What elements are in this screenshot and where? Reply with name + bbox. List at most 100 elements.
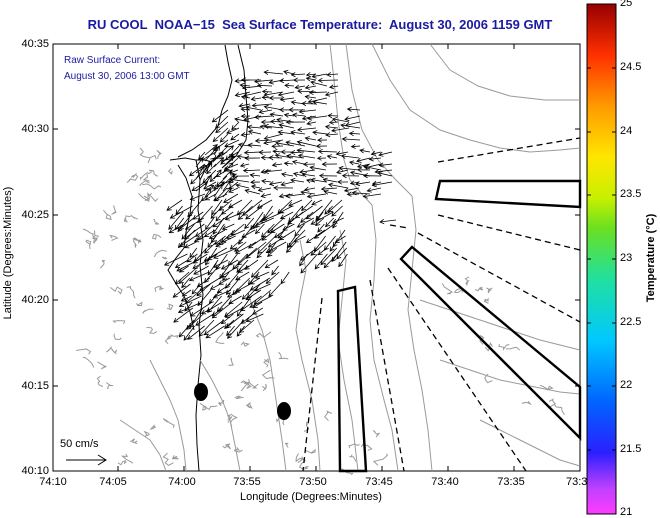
current-arrow <box>173 307 194 323</box>
current-arrow <box>178 295 202 307</box>
current-arrow <box>306 193 327 199</box>
current-arrow <box>293 235 306 243</box>
current-arrow <box>267 247 278 257</box>
current-arrow <box>239 162 250 168</box>
current-arrow <box>223 193 239 203</box>
current-arrow <box>285 193 305 199</box>
current-arrow <box>366 187 382 193</box>
current-arrow <box>322 177 338 183</box>
current-arrow <box>237 142 251 148</box>
colorbar-tick-label: 22.5 <box>620 316 642 328</box>
axis-ticks <box>52 3 616 515</box>
current-arrow <box>168 211 184 230</box>
current-arrow <box>268 95 283 101</box>
current-arrow <box>250 184 261 190</box>
x-tick-label: 73:3 <box>566 476 588 488</box>
y-axis-label: Latitude (Degrees:Minutes) <box>2 186 14 320</box>
current-arrow <box>267 235 286 248</box>
current-arrow <box>268 181 283 187</box>
current-arrow <box>256 82 273 89</box>
current-arrow <box>317 148 338 155</box>
current-arrow <box>242 168 261 174</box>
current-arrow <box>258 149 272 155</box>
y-tick-label: 40:10 <box>21 465 49 477</box>
current-arrow <box>245 105 262 111</box>
current-arrow <box>306 115 328 121</box>
current-arrow <box>310 211 334 225</box>
current-arrow <box>323 253 338 269</box>
current-arrow <box>341 136 361 142</box>
current-arrow <box>191 283 201 295</box>
current-arrow <box>228 295 242 305</box>
current-arrow <box>301 172 316 178</box>
current-arrow <box>215 241 227 248</box>
current-arrow <box>189 247 198 259</box>
current-arrow <box>236 295 252 317</box>
current-arrow <box>261 178 272 184</box>
current-arrow <box>283 112 295 118</box>
current-arrow <box>213 157 225 168</box>
current-arrow <box>278 193 294 199</box>
current-arrow <box>238 102 251 108</box>
current-arrow <box>235 183 250 189</box>
current-arrow <box>280 172 294 178</box>
current-arrow <box>331 205 343 217</box>
current-arrow <box>277 91 295 97</box>
current-arrow <box>226 325 235 337</box>
current-arrow <box>239 82 251 88</box>
y-tick-label: 40:20 <box>21 294 49 306</box>
current-arrow <box>356 157 371 163</box>
current-arrow <box>190 169 206 185</box>
current-arrow <box>279 96 295 102</box>
current-arrow <box>245 241 267 259</box>
current-arrow <box>346 106 361 112</box>
current-arrow <box>263 168 283 174</box>
colorbar-label: Temperature (°C) <box>645 213 657 303</box>
current-arrow <box>349 180 360 186</box>
current-arrow <box>299 169 316 175</box>
current-arrow <box>246 124 262 130</box>
current-arrow <box>195 313 214 326</box>
current-arrow <box>222 169 233 180</box>
current-arrow <box>237 247 258 266</box>
current-arrow <box>263 69 284 76</box>
current-arrow <box>343 187 360 193</box>
current-arrow <box>280 181 294 187</box>
current-arrow <box>263 133 284 141</box>
current-arrow <box>225 313 244 329</box>
colorbar-tick-label: 21.5 <box>620 443 642 455</box>
current-arrow <box>278 123 295 129</box>
current-arrow <box>211 307 224 317</box>
plot-frame <box>52 43 581 472</box>
current-arrow <box>222 180 231 192</box>
current-arrow <box>251 102 273 108</box>
current-arrow <box>290 130 306 136</box>
current-arrow <box>175 205 183 215</box>
current-arrow <box>271 143 284 149</box>
current-arrow <box>188 271 210 282</box>
current-arrow <box>211 109 229 123</box>
colorbar-tick-label: 23 <box>620 252 633 264</box>
current-arrow <box>218 199 233 211</box>
current-arrow <box>204 147 218 162</box>
current-arrow <box>224 211 244 221</box>
current-arrow <box>168 223 185 234</box>
current-arrow <box>290 149 305 156</box>
current-arrow <box>292 112 306 118</box>
current-arrow <box>186 253 198 263</box>
current-arrow <box>341 173 360 179</box>
current-arrow <box>268 155 283 161</box>
current-arrow <box>195 165 205 180</box>
current-arrow <box>263 139 284 146</box>
map-title: RU COOL NOAA−15 Sea Surface Temperature:… <box>87 17 553 32</box>
current-arrow <box>234 91 251 98</box>
current-arrow <box>263 91 284 97</box>
current-arrow <box>268 283 281 297</box>
current-arrow <box>208 229 226 239</box>
current-arrow <box>315 143 328 149</box>
current-arrow <box>350 143 361 149</box>
current-arrow <box>304 94 317 100</box>
current-arrow <box>305 76 317 82</box>
current-arrow <box>317 247 328 256</box>
